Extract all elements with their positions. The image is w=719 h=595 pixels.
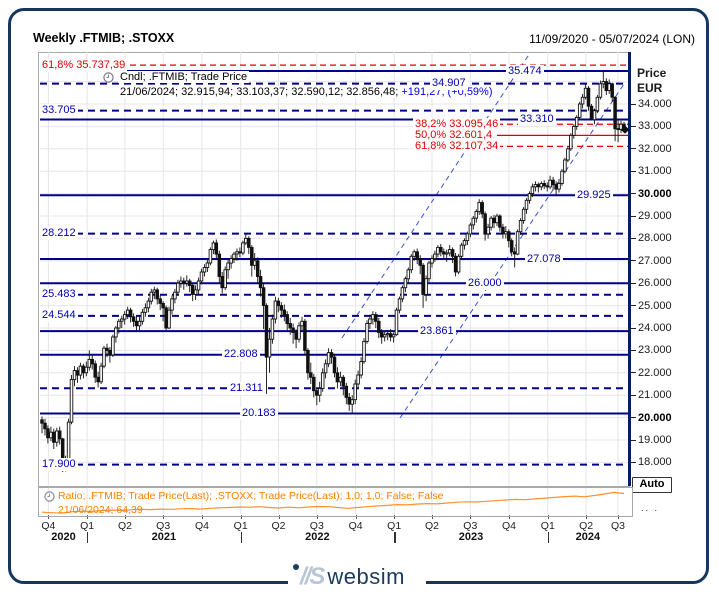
legend-series-label: Cndl; .FTMIB; Trade Price — [118, 71, 250, 83]
last-price-marker — [620, 125, 630, 134]
ratio-pane[interactable]: Ratio; .FTMIB; Trade Price(Last); .STOXX… — [38, 487, 633, 517]
price-axis-title: Price — [637, 66, 667, 80]
date-range: 11/09/2020 - 05/07/2024 (LON) — [529, 32, 695, 46]
websim-watermark: //S websim — [293, 563, 405, 591]
legend-values: 21/06/2024; 32.915,94; 33.103,37; 32.590… — [118, 86, 495, 98]
auto-scale-button[interactable]: Auto — [632, 477, 672, 493]
watermark-backdrop — [288, 560, 426, 595]
price-axis-currency: EUR — [637, 81, 663, 95]
price-axis-edge — [628, 52, 631, 486]
legend-change-value: +191,27; (+0,59%) — [401, 86, 493, 98]
websim-logo-icon: //S — [293, 563, 325, 590]
clock-icon — [44, 491, 55, 502]
clock-icon — [103, 72, 114, 83]
ratio-legend-values: 21/06/2024; 64,39 — [58, 504, 143, 516]
websim-logo-text: websim — [327, 564, 405, 589]
ratio-legend: Ratio; .FTMIB; Trade Price(Last); .STOXX… — [58, 490, 444, 502]
ratio-axis-clipped-label: .. . — [641, 503, 660, 513]
chart-title: Weekly .FTMIB; .STOXX — [33, 31, 175, 45]
